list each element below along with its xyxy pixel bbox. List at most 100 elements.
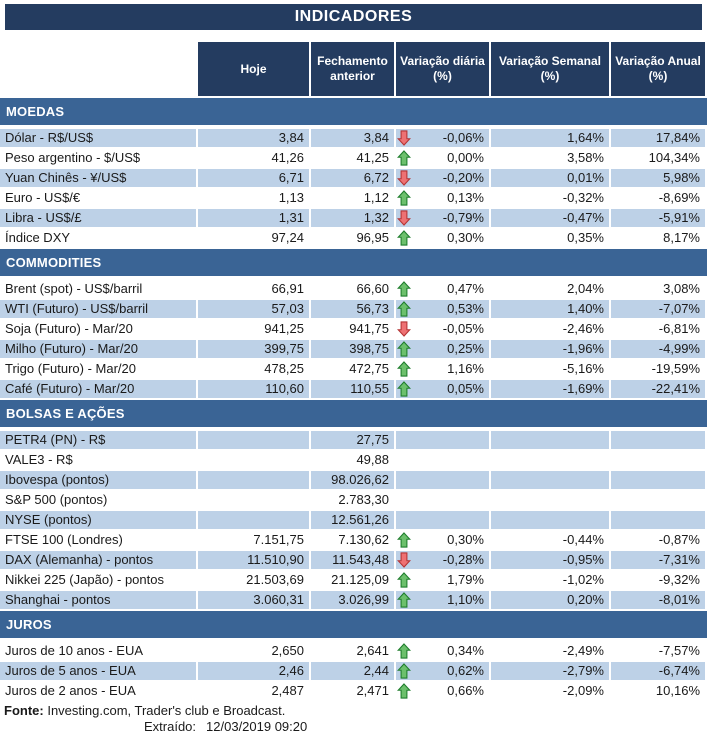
cell-hoje: 3,84 — [198, 129, 309, 147]
source-label: Fonte: — [4, 703, 44, 718]
extracted-line: Extraído: 12/03/2019 09:20 — [4, 719, 707, 735]
cell-variacao-anual: 3,08% — [663, 281, 700, 296]
cell-variacao-anual: -7,31% — [611, 551, 705, 569]
row-label: FTSE 100 (Londres) — [5, 532, 123, 547]
cell-fechamento: 66,60 — [356, 281, 389, 296]
cell-fechamento: 6,72 — [311, 169, 394, 187]
cell-fechamento: 1,32 — [311, 209, 394, 227]
table-row: Trigo (Futuro) - Mar/20 478,25 472,75 1,16%… — [0, 360, 707, 378]
cell-hoje: 21.503,69 — [246, 572, 304, 587]
column-header-variacao-diaria: Variação diária (%) — [396, 42, 489, 96]
variacao-diaria-value: -0,28% — [442, 552, 484, 567]
row-label: PETR4 (PN) - R$ — [0, 431, 196, 449]
cell-hoje — [198, 451, 309, 469]
cell-fechamento: 472,75 — [349, 361, 389, 376]
section-header: BOLSAS E AÇÕES — [0, 400, 707, 427]
variacao-diaria-value: 1,10% — [447, 592, 484, 607]
arrow-up-icon — [397, 190, 411, 206]
row-label: Juros de 10 anos - EUA — [5, 643, 144, 658]
cell-hoje: 1,31 — [198, 209, 309, 227]
arrow-down-icon — [397, 170, 411, 186]
cell-variacao-anual — [611, 431, 705, 449]
cell-hoje: 41,26 — [271, 150, 304, 165]
cell-variacao-semanal — [491, 431, 609, 449]
table-header-row: Hoje Fechamento anterior Variação diária… — [0, 42, 707, 96]
arrow-down-icon — [397, 210, 411, 226]
cell-variacao-semanal: 1,40% — [491, 300, 609, 318]
footer: Fonte: Investing.com, Trader's club e Br… — [0, 703, 707, 735]
variacao-diaria-value: 0,53% — [447, 301, 484, 316]
table-row: Soja (Futuro) - Mar/20 941,25 941,75 -0,05%… — [0, 320, 707, 338]
arrow-down-icon — [397, 321, 411, 337]
arrow-up-icon — [397, 532, 411, 548]
table-row: S&P 500 (pontos) 2.783,30 — [0, 491, 707, 509]
cell-hoje — [198, 471, 309, 489]
variacao-diaria-value: 0,05% — [447, 381, 484, 396]
row-label: Libra - US$/£ — [0, 209, 196, 227]
table-row: Índice DXY 97,24 96,95 0,30% 0,35% 8,17% — [0, 229, 707, 247]
cell-hoje: 57,03 — [198, 300, 309, 318]
row-label: Ibovespa (pontos) — [0, 471, 196, 489]
row-label: DAX (Alemanha) - pontos — [0, 551, 196, 569]
cell-variacao-diaria: 1,16% — [396, 360, 489, 378]
column-header-hoje: Hoje — [198, 42, 309, 96]
cell-hoje — [198, 491, 309, 509]
cell-variacao-semanal: -0,95% — [491, 551, 609, 569]
row-label: NYSE (pontos) — [0, 511, 196, 529]
cell-variacao-anual: -19,59% — [651, 361, 700, 376]
cell-fechamento: 110,55 — [311, 380, 394, 398]
variacao-diaria-value: 0,34% — [447, 643, 484, 658]
row-label: Milho (Futuro) - Mar/20 — [0, 340, 196, 358]
row-label: Shanghai - pontos — [0, 591, 196, 609]
row-label: Soja (Futuro) - Mar/20 — [5, 321, 133, 336]
cell-variacao-diaria: -0,05% — [396, 320, 489, 338]
cell-variacao-diaria: 0,30% — [396, 229, 489, 247]
arrow-up-icon — [397, 341, 411, 357]
table-row: Juros de 2 anos - EUA 2,487 2,471 0,66% -2,0… — [0, 682, 707, 700]
cell-variacao-semanal: -2,79% — [491, 662, 609, 680]
table-row: Milho (Futuro) - Mar/20 399,75 398,75 0,25%… — [0, 340, 707, 358]
cell-fechamento: 3.026,99 — [311, 591, 394, 609]
variacao-diaria-value: 0,30% — [447, 532, 484, 547]
arrow-down-icon — [397, 552, 411, 568]
cell-variacao-diaria: -0,28% — [396, 551, 489, 569]
variacao-diaria-value: 1,16% — [447, 361, 484, 376]
table-row: Brent (spot) - US$/barril 66,91 66,60 0,47%… — [0, 280, 707, 298]
variacao-diaria-value: 0,00% — [447, 150, 484, 165]
cell-variacao-diaria: -0,79% — [396, 209, 489, 227]
cell-variacao-diaria: 0,00% — [396, 149, 489, 167]
cell-fechamento: 7.130,62 — [338, 532, 389, 547]
cell-hoje: 1,13 — [278, 190, 304, 205]
cell-variacao-anual — [611, 471, 705, 489]
table-row: Yuan Chinês - ¥/US$ 6,71 6,72 -0,20% 0,01% 5,… — [0, 169, 707, 187]
cell-variacao-semanal: -2,49% — [562, 643, 604, 658]
cell-variacao-diaria — [396, 491, 489, 509]
section-header: MOEDAS — [0, 98, 707, 125]
cell-fechamento: 21.125,09 — [331, 572, 389, 587]
cell-variacao-semanal: -2,46% — [562, 321, 604, 336]
cell-variacao-semanal: -1,02% — [562, 572, 604, 587]
table-row: Nikkei 225 (Japão) - pontos 21.503,69 21.1… — [0, 571, 707, 589]
cell-variacao-semanal: -0,32% — [562, 190, 604, 205]
cell-hoje: 66,91 — [271, 281, 304, 296]
column-header-variacao-semanal: Variação Semanal (%) — [491, 42, 609, 96]
cell-fechamento: 41,25 — [356, 150, 389, 165]
table-row: Peso argentino - $/US$ 41,26 41,25 0,00% 3,5… — [0, 149, 707, 167]
cell-variacao-semanal: -1,69% — [491, 380, 609, 398]
cell-variacao-semanal: -1,96% — [491, 340, 609, 358]
table-row: FTSE 100 (Londres) 7.151,75 7.130,62 0,30% -… — [0, 531, 707, 549]
cell-fechamento: 941,75 — [349, 321, 389, 336]
table-row: Shanghai - pontos 3.060,31 3.026,99 1,10% 0,… — [0, 591, 707, 609]
cell-fechamento: 98.026,62 — [311, 471, 394, 489]
variacao-diaria-value: 0,13% — [447, 190, 484, 205]
variacao-diaria-value: 1,79% — [447, 572, 484, 587]
section-header: JUROS — [0, 611, 707, 638]
arrow-up-icon — [397, 592, 411, 608]
cell-variacao-semanal: -5,16% — [562, 361, 604, 376]
arrow-up-icon — [397, 643, 411, 659]
cell-variacao-semanal: -0,44% — [562, 532, 604, 547]
cell-hoje: 941,25 — [264, 321, 304, 336]
variacao-diaria-value: -0,05% — [442, 321, 484, 336]
cell-variacao-semanal: 0,35% — [567, 230, 604, 245]
